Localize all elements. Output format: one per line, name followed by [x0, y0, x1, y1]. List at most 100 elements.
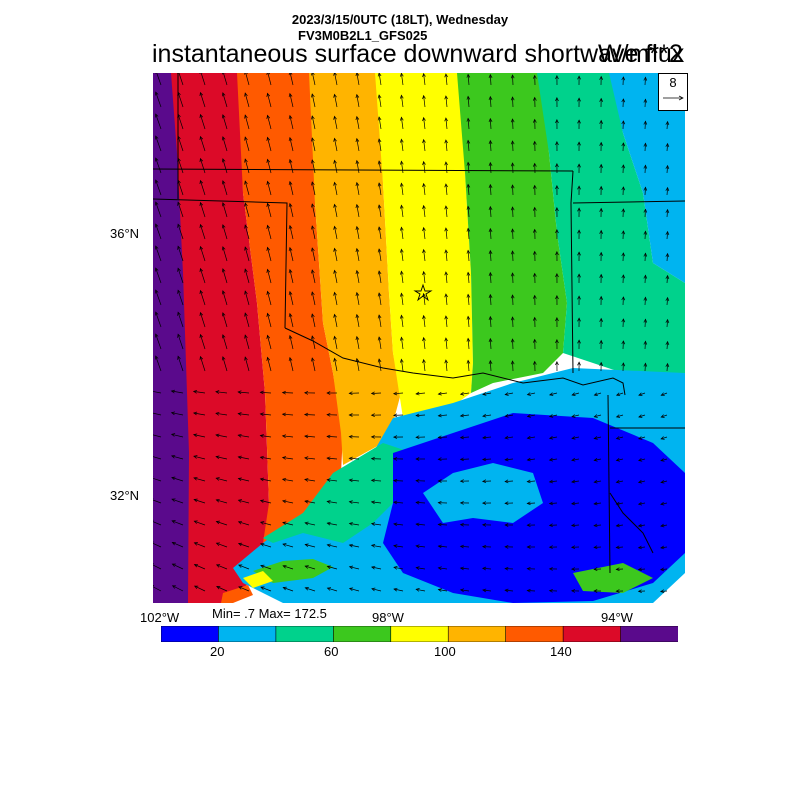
- wind-arrow-head: [422, 116, 426, 122]
- wind-arrow: [378, 73, 382, 86]
- wind-arrow: [171, 477, 184, 482]
- wind-arrow-head: [488, 117, 493, 123]
- wind-arrow-head: [244, 290, 248, 295]
- wind-arrow-head: [326, 434, 331, 439]
- wind-arrow: [445, 205, 448, 218]
- wind-arrow-head: [599, 361, 604, 366]
- wind-arrow: [356, 292, 360, 306]
- wind-arrow: [177, 268, 184, 284]
- wind-arrow-head: [355, 313, 360, 319]
- wind-arrow-head: [466, 337, 471, 342]
- wind-arrow-head: [459, 479, 464, 483]
- wind-arrow: [644, 121, 646, 130]
- wind-arrow-head: [377, 248, 382, 253]
- wind-arrow-head: [215, 390, 220, 394]
- wind-arrow: [305, 522, 316, 526]
- wind-arrow-head: [459, 544, 465, 549]
- wind-arrow-head: [154, 135, 159, 140]
- wind-arrow-head: [660, 567, 665, 572]
- wind-arrow-head: [215, 433, 220, 438]
- band-100-coast: [243, 571, 273, 588]
- wind-arrow-head: [326, 412, 331, 417]
- wind-arrow-head: [532, 74, 537, 79]
- wind-arrow-head: [466, 249, 471, 254]
- wind-arrow-head: [399, 116, 404, 121]
- wind-arrow-head: [555, 250, 559, 256]
- wind-arrow-head: [422, 204, 426, 210]
- lon-label-102: 102°W: [140, 610, 180, 625]
- wind-arrow-head: [415, 413, 420, 418]
- wind-arrow-head: [422, 314, 426, 320]
- wind-arrow-head: [615, 392, 621, 396]
- wind-arrow: [467, 96, 470, 108]
- wind-arrow: [311, 181, 316, 196]
- wind-arrow-head: [637, 589, 642, 594]
- wind-arrow: [666, 297, 668, 306]
- wind-arrow: [660, 480, 668, 483]
- border-ok-ks: [153, 168, 574, 172]
- wind-arrow-head: [643, 318, 648, 323]
- wind-arrow-head: [371, 565, 376, 570]
- wind-arrow-head: [333, 269, 337, 274]
- wind-arrow-head: [548, 457, 554, 462]
- wind-arrow: [489, 228, 492, 240]
- wind-arrow-head: [548, 523, 553, 528]
- wind-arrow-head: [526, 501, 531, 506]
- wind-arrow: [505, 480, 514, 482]
- wind-arrow-head: [532, 272, 537, 277]
- wind-arrow: [616, 414, 624, 418]
- wind-arrow-head: [643, 296, 648, 301]
- wind-arrow: [155, 289, 162, 306]
- wind-arrow-head: [444, 161, 449, 166]
- wind-arrow: [289, 159, 294, 174]
- wind-arrow: [327, 587, 338, 592]
- wind-arrow-head: [660, 414, 665, 418]
- wind-arrow: [594, 436, 602, 439]
- wind-arrow-head: [466, 293, 471, 298]
- wind-arrow-head: [459, 501, 464, 505]
- wind-arrow: [200, 290, 206, 306]
- wind-arrow: [512, 163, 514, 174]
- wind-arrow: [334, 358, 338, 372]
- wind-arrow-head: [488, 271, 493, 277]
- wind-arrow: [401, 337, 404, 350]
- border-red-river: [284, 327, 626, 396]
- wind-arrow: [267, 181, 272, 196]
- wind-arrow-head: [548, 436, 554, 440]
- wind-arrow: [512, 251, 514, 262]
- wind-arrow-head: [244, 136, 248, 141]
- wind-arrow: [512, 273, 514, 284]
- wind-arrow: [666, 121, 668, 130]
- wind-arrow-head: [244, 158, 248, 163]
- wind-arrow: [244, 137, 250, 152]
- colorbar-label-100: 100: [434, 644, 456, 659]
- wind-arrow-head: [303, 412, 309, 417]
- wind-arrow-head: [526, 566, 531, 571]
- wind-arrow-head: [532, 228, 537, 233]
- wind-arrow: [438, 436, 448, 438]
- wind-arrow: [549, 414, 558, 417]
- wind-arrow-head: [660, 523, 665, 528]
- wind-arrow: [660, 524, 668, 527]
- wind-arrow: [423, 73, 426, 86]
- wind-arrow-head: [593, 414, 598, 418]
- wind-arrow: [489, 184, 492, 196]
- wind-arrow: [216, 564, 228, 570]
- wind-arrow: [393, 523, 404, 526]
- wind-arrow: [193, 499, 206, 504]
- wind-arrow: [482, 436, 492, 439]
- wind-arrow: [282, 500, 294, 504]
- wind-arrow: [416, 545, 426, 548]
- wind-arrow-head: [281, 412, 287, 417]
- wind-arrow: [153, 434, 162, 438]
- wind-arrow: [416, 414, 426, 416]
- wind-arrow: [222, 180, 228, 196]
- wind-arrow: [177, 114, 184, 130]
- wind-arrow: [289, 73, 294, 86]
- wind-arrow-head: [532, 162, 537, 167]
- wind-arrow-head: [532, 360, 537, 365]
- wind-arrow-head: [660, 501, 665, 506]
- title-variable: instantaneous surface downward shortwave…: [152, 40, 685, 68]
- wind-arrow-head: [333, 225, 337, 230]
- wind-arrow-head: [615, 479, 620, 484]
